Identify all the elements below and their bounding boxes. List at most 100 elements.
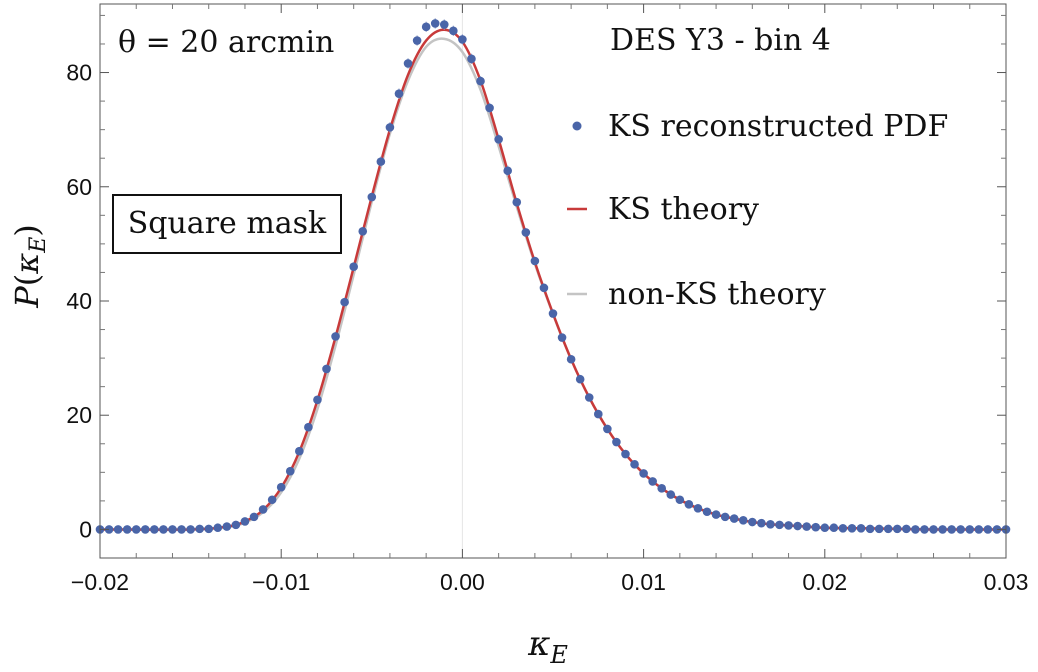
legend-label-ks-reconstructed: KS reconstructed PDF <box>608 109 948 144</box>
data-point <box>204 524 214 534</box>
data-point <box>594 409 603 419</box>
y-tick-label: 80 <box>66 60 92 86</box>
x-tick-label: 0.01 <box>621 569 666 595</box>
data-point <box>494 135 503 144</box>
data-point <box>639 469 648 478</box>
data-point <box>113 525 123 534</box>
data-point <box>168 525 177 534</box>
data-point <box>503 166 512 176</box>
data-point <box>403 59 413 68</box>
data-point <box>992 525 1002 534</box>
data-point <box>340 297 349 307</box>
mask-annotation-box <box>112 194 342 254</box>
data-point <box>856 524 866 533</box>
data-point <box>141 525 150 534</box>
data-point <box>412 36 422 45</box>
data-point <box>313 395 322 405</box>
data-point <box>956 525 965 534</box>
survey-annotation: DES Y3 - bin 4 <box>610 23 831 58</box>
data-point <box>666 490 676 499</box>
data-point <box>159 525 168 534</box>
y-tick-label: 60 <box>66 174 92 200</box>
legend-marker-points <box>572 121 582 131</box>
data-point <box>983 525 993 534</box>
x-tick-label: −0.02 <box>71 569 129 595</box>
x-tick-label: 0.00 <box>440 569 485 595</box>
data-point <box>177 525 186 534</box>
data-point <box>612 437 621 447</box>
data-point <box>439 20 449 29</box>
data-point <box>240 517 250 526</box>
data-point <box>929 525 938 534</box>
data-point <box>575 374 585 384</box>
data-point <box>476 76 485 86</box>
x-tick-label: 0.02 <box>802 569 847 595</box>
data-point <box>322 364 331 374</box>
data-point <box>584 393 594 402</box>
data-point <box>847 524 857 533</box>
data-point <box>122 525 132 534</box>
data-point <box>829 523 839 533</box>
y-tick-label: 40 <box>66 288 92 314</box>
data-point <box>104 525 114 534</box>
x-tick-label: 0.03 <box>984 569 1029 595</box>
data-point <box>276 482 286 492</box>
legend-label-ks-theory: KS theory <box>608 192 759 227</box>
data-point <box>295 446 304 456</box>
data-point <box>376 157 386 166</box>
data-point <box>512 197 522 207</box>
data-point <box>965 525 975 534</box>
data-point <box>222 522 232 531</box>
ks-theory-line-group <box>99 28 1007 531</box>
data-point <box>902 524 911 534</box>
data-point <box>748 517 757 527</box>
ks-reconstructed-points-group <box>95 18 1011 534</box>
y-tick-label: 0 <box>79 516 92 542</box>
data-point <box>285 466 295 476</box>
data-point <box>331 332 340 341</box>
data-point <box>648 477 657 486</box>
data-point <box>920 525 929 534</box>
data-point <box>720 512 730 522</box>
legend-label-non-ks-theory: non-KS theory <box>608 277 826 312</box>
axis-ticks <box>99 4 1007 558</box>
data-point <box>820 523 830 533</box>
data-point <box>684 500 694 509</box>
data-point <box>557 333 567 342</box>
data-point <box>131 525 141 534</box>
data-point <box>458 35 467 44</box>
data-point <box>738 516 748 525</box>
data-point <box>811 522 821 532</box>
data-point <box>974 525 984 534</box>
data-point <box>621 449 630 459</box>
x-tick-labels: −0.02 −0.01 0.00 0.01 0.02 0.03 <box>71 569 1028 595</box>
data-point <box>394 89 404 98</box>
data-point <box>304 422 313 432</box>
data-point <box>213 523 223 533</box>
data-point <box>530 256 540 266</box>
data-point <box>467 54 476 64</box>
data-point <box>566 354 576 364</box>
data-point <box>865 524 875 534</box>
data-point <box>757 518 766 528</box>
x-axis-label: κE <box>527 624 568 669</box>
data-point <box>775 520 784 530</box>
data-point <box>358 227 368 236</box>
data-point <box>711 510 721 519</box>
data-point <box>947 525 956 534</box>
data-point <box>630 460 639 469</box>
data-point <box>267 495 277 505</box>
data-point <box>485 103 494 113</box>
data-point <box>249 512 259 522</box>
data-point <box>521 228 531 237</box>
data-point <box>421 22 431 32</box>
data-point <box>258 505 268 514</box>
data-point <box>539 283 549 293</box>
y-tick-labels: 0 20 40 60 80 <box>66 60 92 543</box>
plot-frame <box>99 3 1007 559</box>
data-point <box>150 525 159 534</box>
mask-annotation: Square mask <box>128 206 327 241</box>
data-point <box>838 524 848 533</box>
data-point <box>874 524 884 534</box>
